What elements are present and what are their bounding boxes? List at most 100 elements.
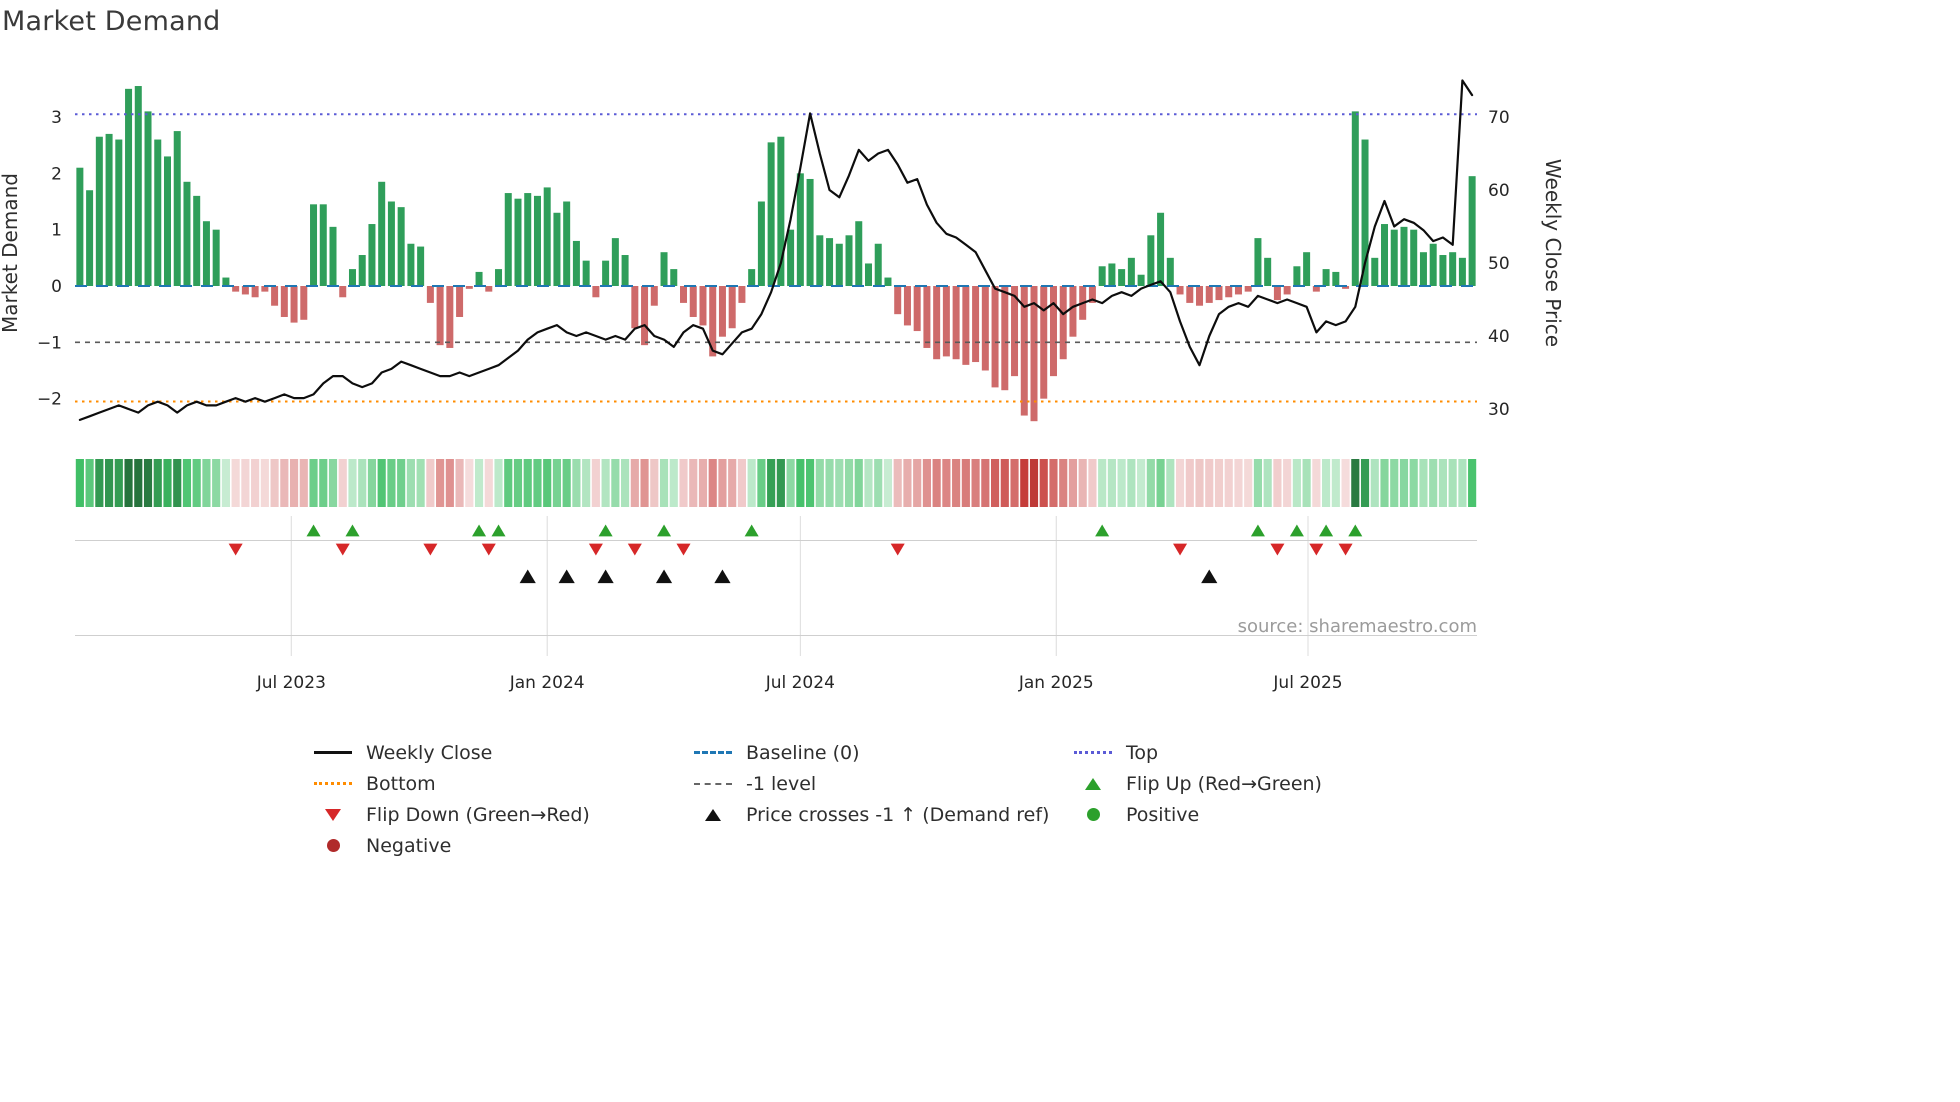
demand-bar <box>611 238 619 286</box>
demand-bar <box>1449 252 1457 286</box>
heatmap-cell <box>124 459 133 507</box>
demand-bar <box>1088 286 1096 303</box>
price-cross-marker-icon <box>519 569 536 584</box>
heatmap-cell <box>669 459 678 507</box>
demand-bar <box>300 286 308 320</box>
heatmap-cell <box>484 459 493 507</box>
x-tick-label: Jan 2024 <box>509 673 585 693</box>
heatmap-cell <box>952 459 961 507</box>
demand-bar <box>1322 269 1330 286</box>
demand-bar <box>826 238 834 286</box>
left-tick-label: 0 <box>51 277 62 297</box>
heatmap-cell <box>1419 459 1428 507</box>
demand-bar <box>1186 286 1194 303</box>
demand-bar <box>1011 286 1019 377</box>
heatmap-cell <box>659 459 669 507</box>
demand-bar <box>475 271 483 286</box>
demand-bar <box>1001 286 1009 391</box>
heatmap-cell <box>1224 459 1233 507</box>
demand-bar <box>718 286 726 337</box>
demand-bar <box>115 139 123 286</box>
heatmap-cell <box>202 459 211 507</box>
heatmap-cell <box>436 459 445 507</box>
demand-bar <box>1196 286 1204 306</box>
flip-down-marker-icon <box>481 543 496 556</box>
demand-bar <box>387 201 395 286</box>
heatmap-cell <box>445 459 454 507</box>
legend-item: Bottom <box>313 768 693 799</box>
demand-bar <box>1049 286 1057 377</box>
heatmap-cell <box>241 459 250 507</box>
demand-bar <box>1040 286 1048 399</box>
heatmap-cell <box>747 459 756 507</box>
heatmap-cell <box>1127 459 1136 507</box>
dotted-line-swatch-icon <box>313 782 353 785</box>
demand-bar <box>348 269 356 286</box>
legend-item: Negative <box>313 830 693 861</box>
right-axis-title: Weekly Close Price <box>1541 159 1565 347</box>
heatmap-cell <box>1458 459 1467 507</box>
demand-bar <box>631 286 639 329</box>
heatmap-cell <box>75 459 84 507</box>
demand-bar <box>329 226 337 286</box>
flip-up-marker-icon <box>306 524 321 537</box>
demand-bar <box>456 286 464 317</box>
demand-bar <box>407 243 415 286</box>
heatmap-cell <box>1020 459 1029 507</box>
demand-bar <box>212 229 220 286</box>
demand-bar <box>183 181 191 286</box>
heatmap-cell <box>1399 459 1409 507</box>
heatmap-cell <box>1068 459 1078 507</box>
demand-bar <box>835 243 843 286</box>
legend-label: Negative <box>366 834 452 857</box>
demand-bar <box>261 286 269 292</box>
heatmap-cell <box>611 459 620 507</box>
demand-bar <box>1108 263 1116 286</box>
demand-bar <box>855 221 863 286</box>
flip-down-marker-icon <box>1270 543 1285 556</box>
heatmap-cell <box>105 459 114 507</box>
heatmap-cell <box>552 459 562 507</box>
heatmap-cell <box>582 459 591 507</box>
heatmap-cell <box>367 459 377 507</box>
legend-label: Top <box>1126 741 1159 764</box>
demand-bar <box>952 286 960 360</box>
heatmap-cell <box>630 459 639 507</box>
demand-bar <box>232 286 240 292</box>
heatmap-cell <box>1409 459 1418 507</box>
dashed-line-swatch-icon <box>693 751 733 754</box>
flip-down-marker-icon <box>1309 543 1324 556</box>
heatmap-cell <box>358 459 367 507</box>
heatmap-cell <box>212 459 221 507</box>
heatmap-cell <box>1049 459 1058 507</box>
right-tick-label: 60 <box>1488 181 1510 201</box>
demand-bar <box>1283 286 1291 295</box>
demand-bar <box>981 286 989 371</box>
heatmap-cell <box>85 459 94 507</box>
heatmap-cell <box>280 459 289 507</box>
demand-bar <box>1254 238 1262 286</box>
demand-bar <box>864 263 872 286</box>
demand-bar <box>777 136 785 286</box>
demand-bar <box>358 255 366 286</box>
heatmap-cell <box>825 459 834 507</box>
heatmap-cell <box>932 459 941 507</box>
demand-bar <box>1137 274 1145 286</box>
heatmap-cell <box>1175 459 1185 507</box>
demand-bar <box>446 286 454 348</box>
demand-bar <box>806 178 814 286</box>
flip-up-marker-icon <box>744 524 759 537</box>
demand-bar <box>397 207 405 286</box>
x-tick-label: Jul 2023 <box>256 673 326 693</box>
demand-bar <box>1020 286 1028 416</box>
heatmap-cell <box>698 459 708 507</box>
dot-icon <box>313 839 353 852</box>
right-tick-label: 70 <box>1488 108 1510 128</box>
heatmap-cell <box>1000 459 1009 507</box>
heatmap-cell <box>513 459 523 507</box>
heatmap-cell <box>465 459 474 507</box>
heatmap-cell <box>815 459 824 507</box>
demand-bar <box>621 255 629 286</box>
heatmap-cell <box>1312 459 1321 507</box>
right-axis-ticks: 70 60 50 40 30 <box>1488 108 1510 420</box>
